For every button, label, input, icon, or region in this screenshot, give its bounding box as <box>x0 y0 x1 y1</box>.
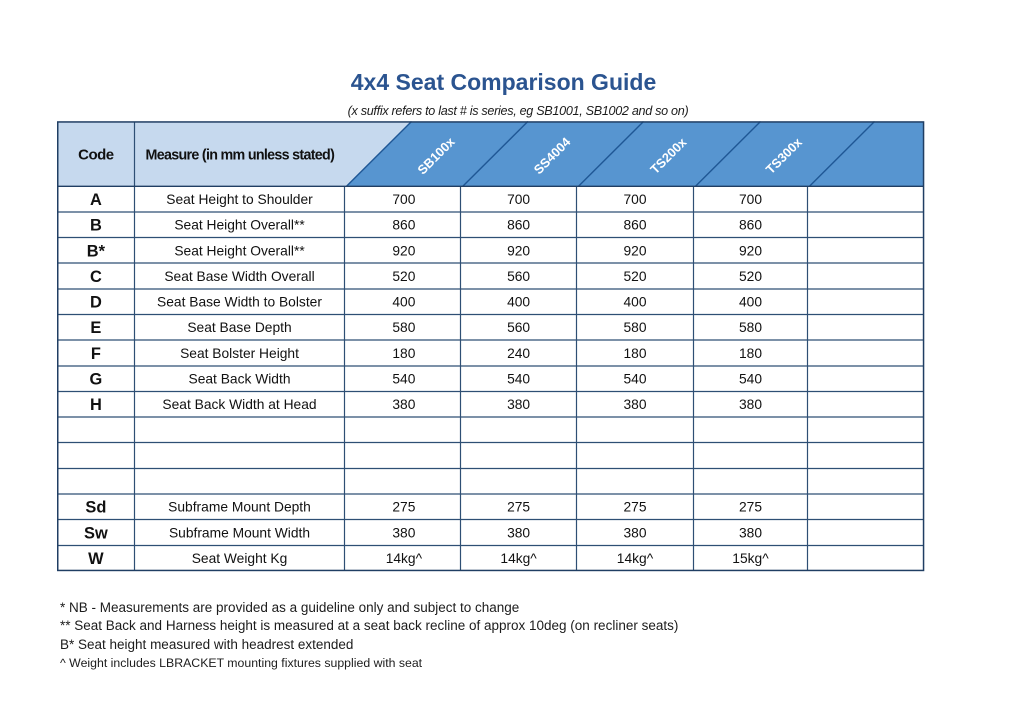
svg-text:380: 380 <box>392 397 415 412</box>
svg-text:F: F <box>91 345 101 363</box>
svg-text:275: 275 <box>623 500 646 515</box>
svg-text:920: 920 <box>392 243 415 258</box>
svg-text:560: 560 <box>507 320 530 335</box>
svg-text:Subframe Mount Width: Subframe Mount Width <box>169 525 310 540</box>
svg-text:Seat Base Width Overall: Seat Base Width Overall <box>164 269 314 284</box>
svg-text:700: 700 <box>507 192 530 207</box>
svg-text:920: 920 <box>739 243 762 258</box>
svg-text:C: C <box>90 268 102 286</box>
svg-text:560: 560 <box>507 269 530 284</box>
svg-text:G: G <box>90 370 103 388</box>
svg-text:520: 520 <box>739 269 762 284</box>
svg-text:H: H <box>90 396 102 414</box>
svg-text:700: 700 <box>739 192 762 207</box>
svg-text:520: 520 <box>623 269 646 284</box>
svg-text:540: 540 <box>392 371 415 386</box>
svg-text:920: 920 <box>623 243 646 258</box>
svg-text:400: 400 <box>507 295 530 310</box>
svg-text:Code: Code <box>78 147 114 164</box>
svg-text:D: D <box>90 294 102 312</box>
svg-text:Seat Height to Shoulder: Seat Height to Shoulder <box>166 192 313 207</box>
svg-text:400: 400 <box>739 295 762 310</box>
svg-text:14kg^: 14kg^ <box>500 551 537 566</box>
svg-text:540: 540 <box>739 371 762 386</box>
svg-text:180: 180 <box>739 346 762 361</box>
svg-text:Measure (in mm unless stated): Measure (in mm unless stated) <box>146 148 336 164</box>
svg-text:A: A <box>90 191 102 209</box>
svg-text:Seat Base Depth: Seat Base Depth <box>187 320 291 335</box>
svg-text:Subframe Mount Depth: Subframe Mount Depth <box>168 500 311 515</box>
svg-text:380: 380 <box>739 397 762 412</box>
svg-text:700: 700 <box>392 192 415 207</box>
svg-text:14kg^: 14kg^ <box>386 551 423 566</box>
svg-text:380: 380 <box>507 525 530 540</box>
svg-text:380: 380 <box>623 525 646 540</box>
svg-text:380: 380 <box>623 397 646 412</box>
svg-text:15kg^: 15kg^ <box>732 551 769 566</box>
svg-text:400: 400 <box>392 295 415 310</box>
svg-text:380: 380 <box>507 397 530 412</box>
svg-text:240: 240 <box>507 346 530 361</box>
svg-text:14kg^: 14kg^ <box>617 551 654 566</box>
svg-text:180: 180 <box>392 346 415 361</box>
svg-text:Seat Height Overall**: Seat Height Overall** <box>174 218 305 233</box>
svg-text:580: 580 <box>392 320 415 335</box>
svg-text:700: 700 <box>623 192 646 207</box>
svg-text:Seat Base Width to Bolster: Seat Base Width to Bolster <box>157 295 322 310</box>
svg-text:275: 275 <box>392 500 415 515</box>
svg-text:Seat Weight Kg: Seat Weight Kg <box>192 551 288 566</box>
svg-text:380: 380 <box>739 525 762 540</box>
svg-text:860: 860 <box>507 218 530 233</box>
svg-text:B: B <box>90 217 102 235</box>
svg-text:860: 860 <box>623 218 646 233</box>
svg-text:580: 580 <box>623 320 646 335</box>
svg-text:B*: B* <box>87 242 106 260</box>
svg-text:Seat Height Overall**: Seat Height Overall** <box>174 243 305 258</box>
svg-text:275: 275 <box>739 500 762 515</box>
svg-text:860: 860 <box>739 218 762 233</box>
svg-text:W: W <box>88 550 104 568</box>
svg-text:Sw: Sw <box>84 524 108 542</box>
svg-text:540: 540 <box>623 371 646 386</box>
svg-text:E: E <box>90 319 101 337</box>
svg-text:540: 540 <box>507 371 530 386</box>
svg-text:580: 580 <box>739 320 762 335</box>
svg-text:275: 275 <box>507 500 530 515</box>
svg-text:Seat Back Width: Seat Back Width <box>189 371 291 386</box>
svg-text:Sd: Sd <box>85 499 106 517</box>
svg-text:380: 380 <box>392 525 415 540</box>
svg-text:920: 920 <box>507 243 530 258</box>
svg-text:860: 860 <box>392 218 415 233</box>
svg-text:Seat Back Width at Head: Seat Back Width at Head <box>162 397 316 412</box>
svg-text:520: 520 <box>392 269 415 284</box>
svg-text:400: 400 <box>623 295 646 310</box>
svg-text:Seat Bolster Height: Seat Bolster Height <box>180 346 299 361</box>
svg-text:180: 180 <box>623 346 646 361</box>
